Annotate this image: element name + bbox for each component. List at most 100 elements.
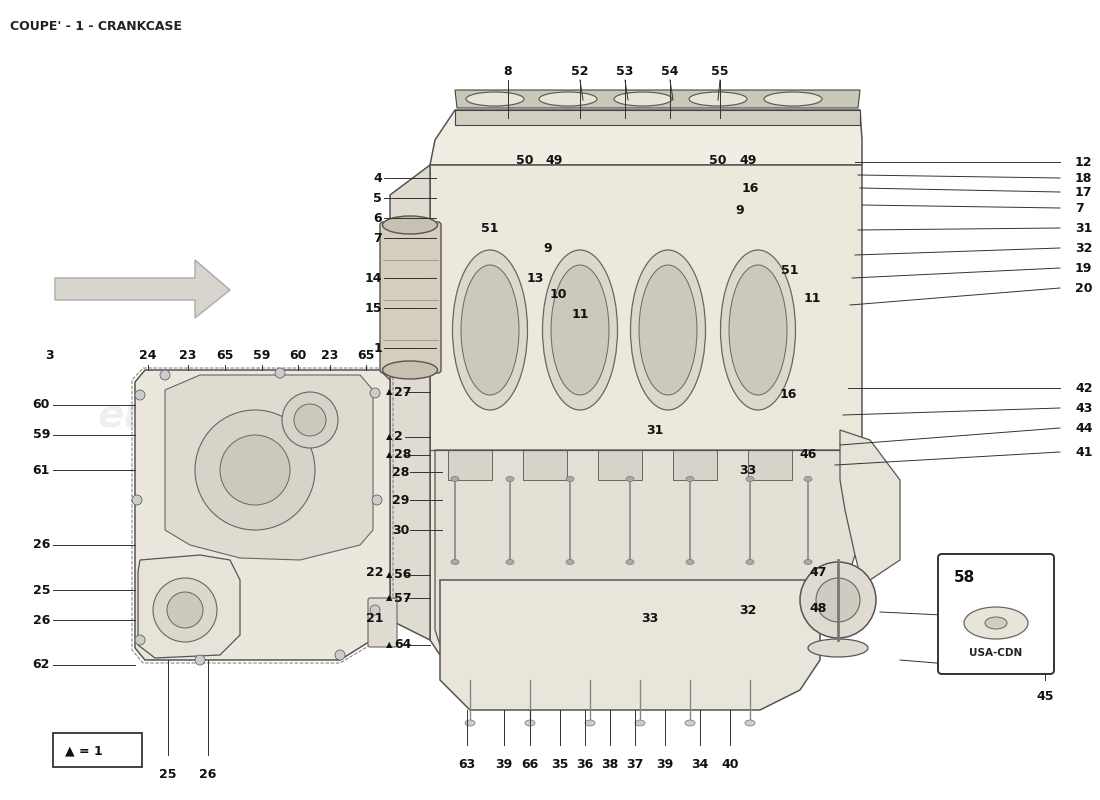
- Text: 27: 27: [394, 386, 411, 398]
- Circle shape: [132, 495, 142, 505]
- Text: 53: 53: [616, 65, 634, 78]
- Circle shape: [167, 592, 204, 628]
- Text: 51: 51: [781, 263, 799, 277]
- Polygon shape: [455, 90, 860, 108]
- Text: 56: 56: [394, 569, 411, 582]
- Ellipse shape: [964, 607, 1028, 639]
- Text: 26: 26: [33, 538, 50, 551]
- Text: 2: 2: [394, 430, 403, 443]
- Text: 25: 25: [160, 768, 177, 781]
- Polygon shape: [138, 555, 240, 658]
- Text: 5: 5: [373, 191, 382, 205]
- Text: 62: 62: [33, 658, 50, 671]
- Ellipse shape: [551, 265, 609, 395]
- Circle shape: [275, 368, 285, 378]
- Circle shape: [336, 650, 345, 660]
- Ellipse shape: [585, 720, 595, 726]
- Circle shape: [160, 370, 170, 380]
- Text: 14: 14: [364, 271, 382, 285]
- Text: 7: 7: [1075, 202, 1084, 214]
- Text: 13: 13: [526, 271, 543, 285]
- Ellipse shape: [506, 559, 514, 565]
- Text: 40: 40: [722, 758, 739, 771]
- Text: ▲: ▲: [385, 570, 392, 579]
- Text: 25: 25: [33, 583, 50, 597]
- Ellipse shape: [566, 477, 574, 482]
- Ellipse shape: [729, 265, 786, 395]
- Text: 23: 23: [321, 349, 339, 362]
- FancyBboxPatch shape: [379, 222, 441, 373]
- Circle shape: [372, 495, 382, 505]
- Text: 59: 59: [253, 349, 271, 362]
- Text: 16: 16: [779, 389, 796, 402]
- Text: ▲: ▲: [385, 641, 392, 650]
- Text: 31: 31: [647, 423, 663, 437]
- Text: 65: 65: [358, 349, 375, 362]
- Ellipse shape: [626, 559, 634, 565]
- Text: 47: 47: [810, 566, 827, 578]
- Text: 4: 4: [373, 171, 382, 185]
- Text: USA-CDN: USA-CDN: [969, 648, 1023, 658]
- Ellipse shape: [808, 639, 868, 657]
- Ellipse shape: [804, 559, 812, 565]
- Text: 61: 61: [33, 463, 50, 477]
- Text: 35: 35: [551, 758, 569, 771]
- Text: 38: 38: [602, 758, 618, 771]
- Text: 7: 7: [373, 231, 382, 245]
- Text: 50: 50: [516, 154, 534, 166]
- Text: 10: 10: [549, 289, 566, 302]
- Text: 33: 33: [739, 463, 757, 477]
- Text: 11: 11: [803, 291, 821, 305]
- Text: 65: 65: [217, 349, 233, 362]
- Circle shape: [135, 390, 145, 400]
- Text: 39: 39: [495, 758, 513, 771]
- Ellipse shape: [746, 477, 754, 482]
- Polygon shape: [455, 110, 860, 125]
- Text: 6: 6: [373, 211, 382, 225]
- Ellipse shape: [984, 617, 1006, 629]
- Ellipse shape: [466, 92, 524, 106]
- Text: 26: 26: [199, 768, 217, 781]
- Text: 51: 51: [482, 222, 498, 234]
- Ellipse shape: [451, 559, 459, 565]
- Text: 43: 43: [1075, 402, 1092, 414]
- Ellipse shape: [686, 559, 694, 565]
- Text: ▲: ▲: [385, 387, 392, 397]
- Text: 21: 21: [366, 611, 384, 625]
- Ellipse shape: [539, 92, 597, 106]
- Bar: [522, 450, 566, 480]
- Text: 29: 29: [392, 494, 409, 506]
- Text: 31: 31: [1075, 222, 1092, 234]
- Ellipse shape: [689, 92, 747, 106]
- Text: 52: 52: [571, 65, 588, 78]
- Text: 26: 26: [33, 614, 50, 626]
- Ellipse shape: [452, 250, 528, 410]
- Circle shape: [153, 578, 217, 642]
- Bar: [448, 450, 492, 480]
- Circle shape: [294, 404, 326, 436]
- Text: 45: 45: [1036, 690, 1054, 703]
- Text: 18: 18: [1075, 171, 1092, 185]
- Text: 34: 34: [691, 758, 708, 771]
- Bar: [598, 450, 642, 480]
- Circle shape: [135, 635, 145, 645]
- Circle shape: [220, 435, 290, 505]
- Text: 66: 66: [521, 758, 539, 771]
- Text: 63: 63: [459, 758, 475, 771]
- Text: eurospares: eurospares: [383, 390, 717, 442]
- Text: 22: 22: [366, 566, 384, 578]
- Text: ▲: ▲: [385, 433, 392, 442]
- Circle shape: [282, 392, 338, 448]
- Text: 28: 28: [392, 466, 409, 478]
- Ellipse shape: [525, 720, 535, 726]
- Polygon shape: [430, 110, 862, 165]
- Ellipse shape: [383, 361, 438, 379]
- Text: 60: 60: [33, 398, 50, 411]
- Text: eurospares: eurospares: [97, 397, 343, 435]
- Ellipse shape: [639, 265, 697, 395]
- Ellipse shape: [383, 216, 438, 234]
- Text: 11: 11: [571, 309, 588, 322]
- Text: 59: 59: [33, 429, 50, 442]
- Text: 36: 36: [576, 758, 594, 771]
- Ellipse shape: [465, 720, 475, 726]
